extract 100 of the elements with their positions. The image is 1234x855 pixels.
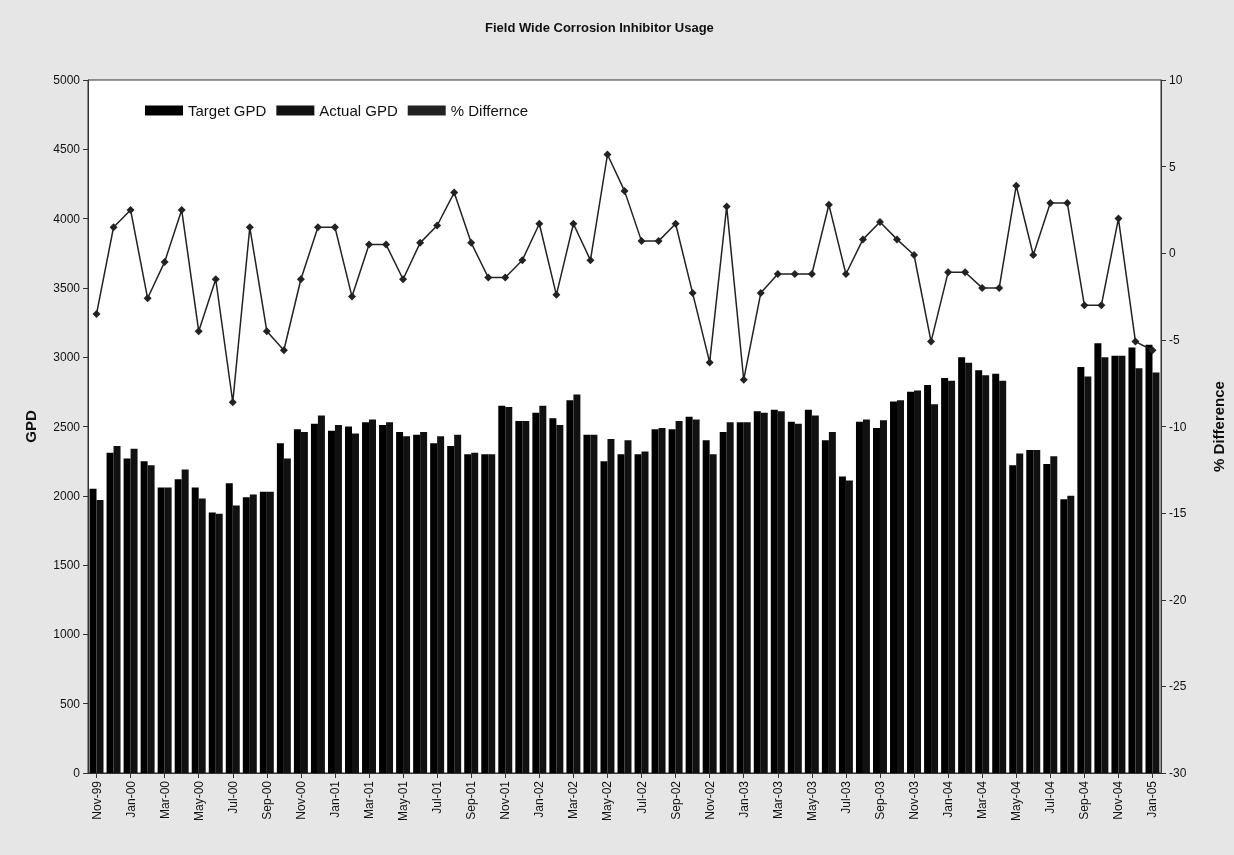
bar (931, 404, 939, 773)
bar (447, 445, 455, 773)
bar (198, 498, 206, 773)
bar (583, 434, 591, 773)
bar (1135, 368, 1143, 773)
bar (1026, 450, 1034, 773)
x-tick-label: Nov-00 (293, 780, 308, 820)
bar (276, 443, 284, 773)
bar (498, 405, 506, 773)
bar (420, 432, 428, 773)
x-tick-label: Sep-00 (259, 780, 274, 820)
y2-tick-label: -30 (1169, 766, 1187, 780)
bar (396, 432, 404, 773)
bar (242, 497, 250, 773)
x-tick-label: Mar-02 (566, 780, 581, 820)
bar (437, 436, 445, 773)
bar (855, 421, 863, 773)
bar (505, 407, 513, 773)
x-tick-label: May-00 (191, 780, 206, 822)
y-tick-label: 2500 (53, 419, 81, 434)
x-tick-label: May-04 (1009, 780, 1024, 822)
y2-tick-label: -5 (1169, 332, 1180, 347)
bar (454, 434, 462, 773)
bar (685, 416, 693, 773)
bar (1009, 465, 1017, 773)
bar (958, 357, 966, 773)
bar (821, 440, 829, 773)
bar (658, 427, 666, 773)
bar (215, 513, 223, 773)
x-tick-label: Jan-00 (123, 780, 138, 818)
y-tick-label: 4000 (53, 211, 81, 226)
bar (113, 445, 121, 773)
bar (1016, 453, 1024, 773)
bar (225, 483, 233, 773)
bar (293, 429, 301, 773)
legend-label: % Differnce (450, 102, 528, 119)
bar (743, 422, 751, 773)
bar (845, 480, 853, 773)
bar (549, 418, 557, 773)
x-tick-label: Nov-02 (702, 780, 717, 820)
bar (982, 375, 990, 773)
bar (770, 409, 778, 773)
bar (897, 400, 904, 773)
x-tick-label: Mar-03 (770, 780, 785, 820)
bar (147, 465, 155, 773)
bar (283, 458, 291, 773)
chart-title: Field Wide Corrosion Inhibitor Usage (485, 20, 714, 35)
bar (430, 443, 438, 773)
x-tick-label: Sep-04 (1077, 780, 1092, 820)
bar (1050, 456, 1058, 773)
bar (1118, 355, 1126, 773)
bar (249, 494, 257, 773)
y-tick-label: 0 (73, 766, 81, 780)
bar (300, 432, 308, 773)
bar (327, 430, 335, 773)
bar (736, 422, 744, 773)
bar (1043, 463, 1051, 773)
bar (191, 487, 199, 773)
bar (804, 409, 812, 773)
bar (1084, 376, 1092, 773)
bar (1077, 366, 1085, 773)
bar (232, 505, 240, 773)
bar (992, 373, 1000, 773)
x-tick-label: Sep-03 (872, 780, 887, 820)
bar (590, 434, 598, 773)
bar (1033, 450, 1041, 773)
y-tick-label: 5000 (53, 73, 81, 87)
y2-tick-label: 0 (1169, 246, 1176, 261)
bar (702, 440, 710, 773)
x-tick-label: May-01 (396, 780, 411, 822)
bar (941, 377, 949, 773)
bar (174, 479, 182, 773)
bar (753, 411, 761, 773)
bar (600, 461, 608, 773)
y2-tick-label: -20 (1169, 592, 1187, 607)
bar (556, 425, 564, 773)
bar (362, 422, 370, 773)
bar (811, 415, 819, 773)
bar (794, 423, 802, 773)
bar (1111, 355, 1119, 773)
bar (259, 491, 267, 773)
bar (948, 380, 956, 773)
bar (481, 454, 489, 773)
x-tick-label: Mar-04 (975, 780, 990, 820)
x-tick-label: Jan-02 (532, 780, 547, 818)
bar (641, 451, 649, 773)
bar (164, 487, 172, 773)
y2-tick-label: -15 (1169, 506, 1187, 521)
bar (413, 434, 421, 773)
bar (999, 380, 1007, 773)
bar (386, 422, 394, 773)
bar (924, 384, 932, 773)
x-tick-label: Jul-02 (634, 780, 649, 814)
y2-tick-label: 5 (1169, 159, 1176, 174)
bar (522, 420, 530, 773)
bar (838, 476, 846, 773)
legend-label: Target GPD (188, 102, 267, 119)
bar (709, 454, 717, 773)
bar (1060, 499, 1068, 773)
bar (310, 423, 318, 773)
